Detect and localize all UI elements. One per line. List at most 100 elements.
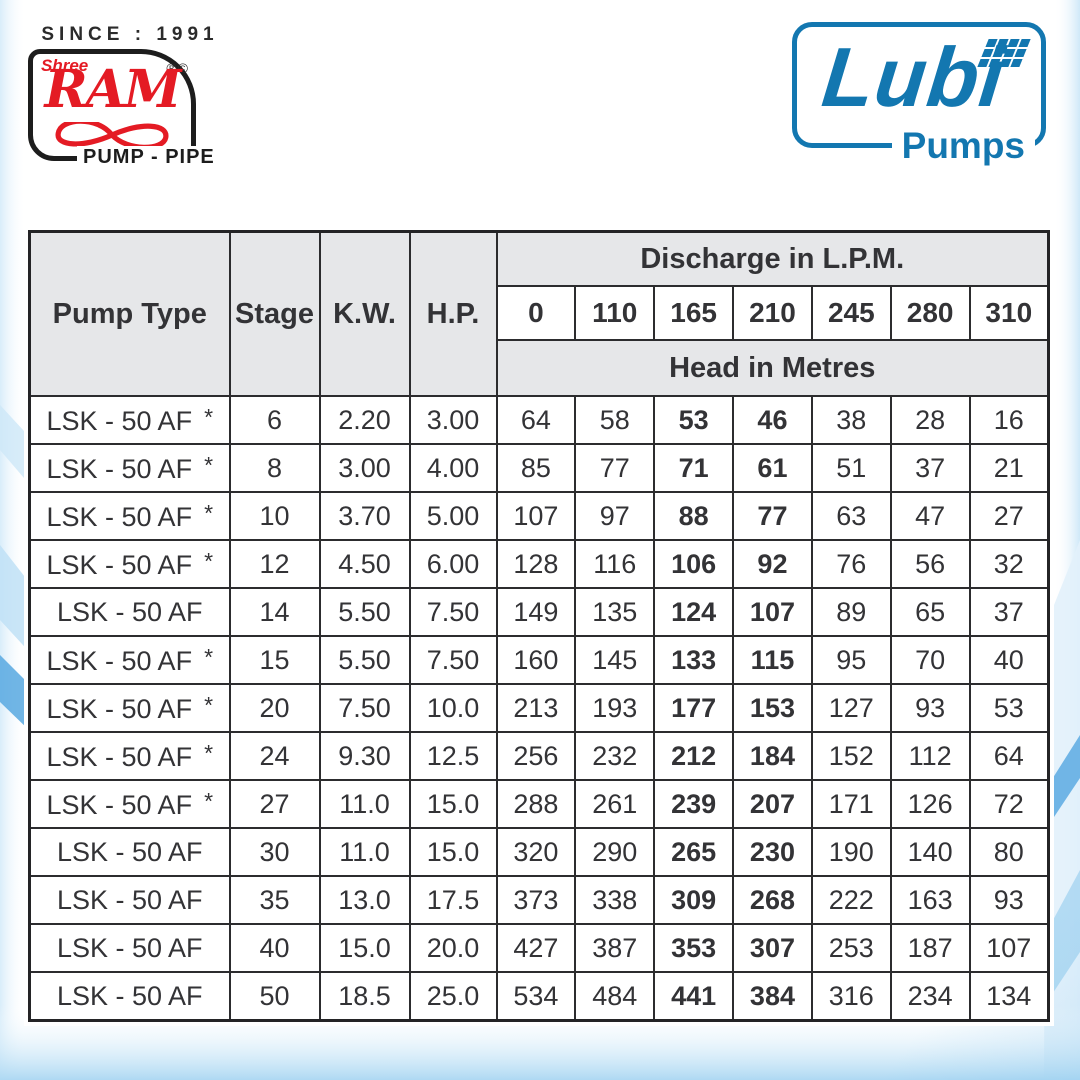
pump-type-cell: LSK - 50 AF * [28,539,231,589]
since-text: SINCE : 1991 [41,24,219,45]
head-value-cell: 38 [810,395,892,445]
ram-logo-frame: Shree ®© RAM PUMP - PIPE [28,49,221,169]
asterisk-mark: * [204,691,214,718]
head-value-cell: 307 [732,923,813,973]
head-value-cell: 171 [810,779,892,829]
kw-cell: 9.30 [318,731,411,781]
table-row: LSK - 50 AF * 8 3.00 4.00 85 77 71 61 51 37 21 [28,443,1050,493]
head-value-cell: 127 [810,683,892,733]
pump-spec-table: Pump Type Stage K.W. H.P. Discharge in L… [28,230,1050,1022]
hp-cell: 12.5 [408,731,498,781]
head-value-cell: 32 [968,539,1050,589]
head-value-cell: 256 [495,731,577,781]
head-value-cell: 320 [495,827,577,877]
asterisk-mark: * [204,547,214,574]
head-value-cell: 77 [574,443,656,493]
head-value-cell: 53 [968,683,1050,733]
stage-cell: 50 [228,971,321,1022]
head-value-cell: 107 [968,923,1050,973]
table-row: LSK - 50 AF 35 13.0 17.5 373 338 309 268 222 163 9… [28,875,1050,925]
lubi-tagline: Pumps [891,125,1035,167]
head-value-cell: 64 [495,395,577,445]
head-value-cell: 484 [574,971,656,1022]
stage-cell: 14 [228,587,321,637]
table-row: LSK - 50 AF * 6 2.20 3.00 64 58 53 46 38 28 16 [28,395,1050,445]
head-value-cell: 97 [574,491,656,541]
head-value-cell: 21 [968,443,1050,493]
head-value-cell: 140 [889,827,971,877]
ram-swirl-icon [55,122,169,148]
head-value-cell: 77 [732,491,813,541]
head-value-cell: 124 [653,587,735,637]
head-value-cell: 427 [495,923,577,973]
head-value-cell: 27 [968,491,1050,541]
hp-cell: 15.0 [408,827,498,877]
head-value-cell: 384 [732,971,813,1022]
head-value-cell: 37 [889,443,971,493]
head-value-cell: 373 [495,875,577,925]
head-value-cell: 58 [574,395,656,445]
pump-type-cell: LSK - 50 AF * [28,395,231,445]
head-value-cell: 135 [574,587,656,637]
kw-cell: 7.50 [318,683,411,733]
discharge-value: 0 [495,285,577,341]
head-value-cell: 92 [732,539,813,589]
head-value-cell: 71 [653,443,735,493]
table-row: LSK - 50 AF * 27 11.0 15.0 288 261 239 207 171 126… [28,779,1050,829]
head-value-cell: 288 [495,779,577,829]
head-value-cell: 16 [968,395,1050,445]
head-value-cell: 37 [968,587,1050,637]
discharge-value: 165 [653,285,735,341]
head-value-cell: 51 [810,443,892,493]
head-value-cell: 76 [810,539,892,589]
head-value-cell: 40 [968,635,1050,685]
ram-tagline: PUMP - PIPE [77,146,221,169]
pump-type-cell: LSK - 50 AF [28,875,231,925]
head-value-cell: 63 [810,491,892,541]
head-value-cell: 234 [889,971,971,1022]
hp-cell: 5.00 [408,491,498,541]
head-value-cell: 126 [889,779,971,829]
table-row: LSK - 50 AF 14 5.50 7.50 149 135 124 107 89 65 37 [28,587,1050,637]
kw-cell: 11.0 [318,827,411,877]
pump-spec-table-body: LSK - 50 AF * 6 2.20 3.00 64 58 53 46 38 28 16 LSK -… [28,395,1050,1022]
head-value-cell: 239 [653,779,735,829]
col-header-stage: Stage [228,230,321,397]
head-value-cell: 212 [653,731,735,781]
head-value-cell: 207 [732,779,813,829]
head-value-cell: 112 [889,731,971,781]
ram-shree-label: Shree [41,56,89,75]
col-header-pump-type: Pump Type [28,230,231,397]
table-row: LSK - 50 AF 30 11.0 15.0 320 290 265 230 190 140 8… [28,827,1050,877]
pump-type-cell: LSK - 50 AF * [28,683,231,733]
pump-type-cell: LSK - 50 AF [28,923,231,973]
stage-cell: 15 [228,635,321,685]
head-value-cell: 149 [495,587,577,637]
table-row: LSK - 50 AF 40 15.0 20.0 427 387 353 307 253 187 1… [28,923,1050,973]
head-value-cell: 163 [889,875,971,925]
head-value-cell: 222 [810,875,892,925]
asterisk-mark: * [204,403,214,430]
asterisk-mark: * [204,499,214,526]
head-value-cell: 47 [889,491,971,541]
discharge-value: 110 [574,285,656,341]
hp-cell: 25.0 [408,971,498,1022]
head-value-cell: 153 [732,683,813,733]
table-row: LSK - 50 AF 50 18.5 25.0 534 484 441 384 316 234 1… [28,971,1050,1022]
head-value-cell: 338 [574,875,656,925]
head-value-cell: 290 [574,827,656,877]
head-value-cell: 187 [889,923,971,973]
kw-cell: 5.50 [318,635,411,685]
head-value-cell: 177 [653,683,735,733]
head-value-cell: 61 [732,443,813,493]
kw-cell: 11.0 [318,779,411,829]
ram-logo: SINCE : 1991 Shree ®© RAM PUMP - PIPE [28,24,228,169]
head-value-cell: 387 [574,923,656,973]
pump-type-cell: LSK - 50 AF * [28,491,231,541]
hp-cell: 7.50 [408,635,498,685]
table-row: LSK - 50 AF * 10 3.70 5.00 107 97 88 77 63 47 27 [28,491,1050,541]
head-value-cell: 213 [495,683,577,733]
head-value-cell: 309 [653,875,735,925]
head-value-cell: 72 [968,779,1050,829]
